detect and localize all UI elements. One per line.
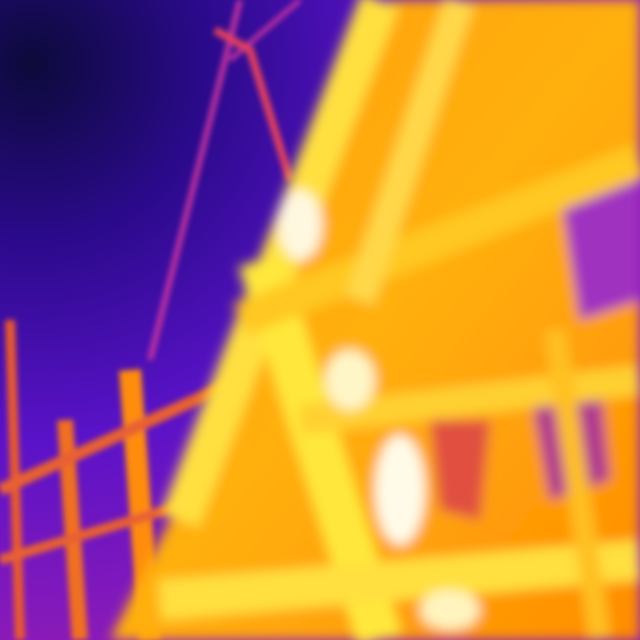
cool-patch [560,170,640,320]
beam [298,365,640,435]
hot-spot [420,590,480,630]
structure-body [110,0,640,640]
hot-spot [325,350,375,410]
beam [158,540,640,620]
beam [345,0,475,305]
beam [544,328,611,640]
beam [233,143,640,337]
structure [110,0,640,640]
cable [228,0,302,62]
hot-spot [278,190,322,260]
hot-spot [375,435,425,545]
frame [213,26,294,182]
cable [147,0,243,361]
cool-patch [430,420,490,520]
